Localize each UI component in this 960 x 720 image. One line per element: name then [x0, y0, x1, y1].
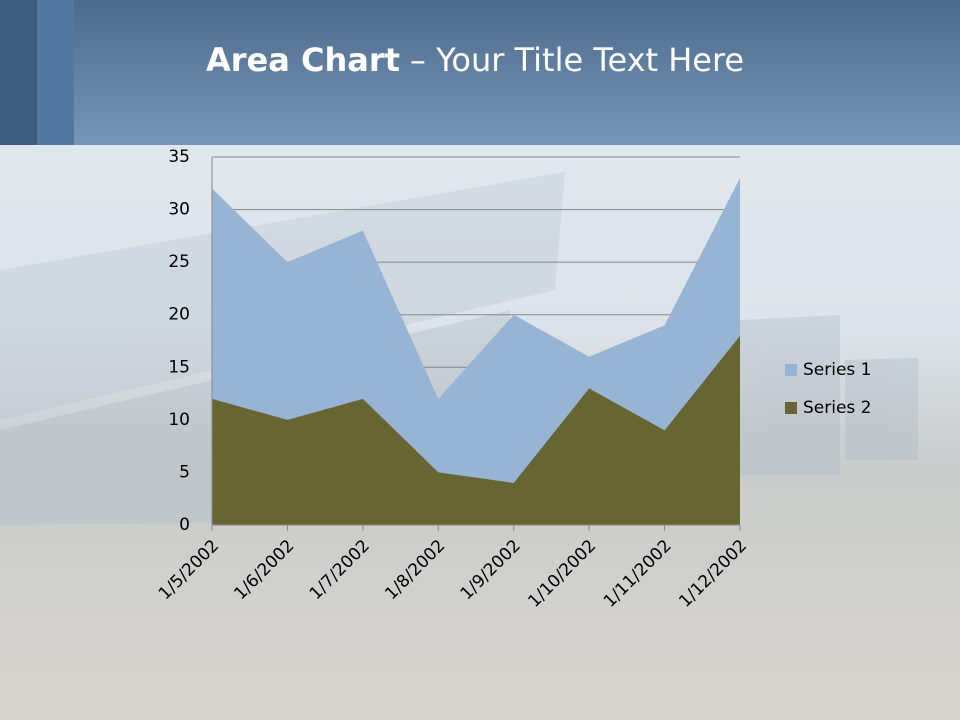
y-tick-label: 35: [168, 147, 190, 167]
y-tick-label: 20: [168, 305, 190, 325]
legend-swatch: [785, 402, 797, 414]
title-bold: Area Chart: [206, 41, 400, 79]
y-tick-label: 0: [179, 515, 190, 535]
area: [212, 335, 740, 525]
legend-label: Series 2: [803, 398, 872, 418]
slide-title: Area Chart – Your Title Text Here: [206, 41, 744, 79]
y-tick-label: 30: [168, 200, 190, 220]
header-block: [37, 0, 74, 145]
y-tick-label: 5: [179, 462, 190, 482]
legend-label: Series 1: [803, 360, 872, 380]
header-band: [0, 0, 960, 145]
y-tick-label: 25: [168, 252, 190, 272]
title-rest: – Your Title Text Here: [410, 41, 744, 79]
header-block: [0, 0, 37, 145]
y-tick-label: 15: [168, 357, 190, 377]
legend-swatch: [785, 364, 797, 376]
y-tick-label: 10: [168, 410, 190, 430]
